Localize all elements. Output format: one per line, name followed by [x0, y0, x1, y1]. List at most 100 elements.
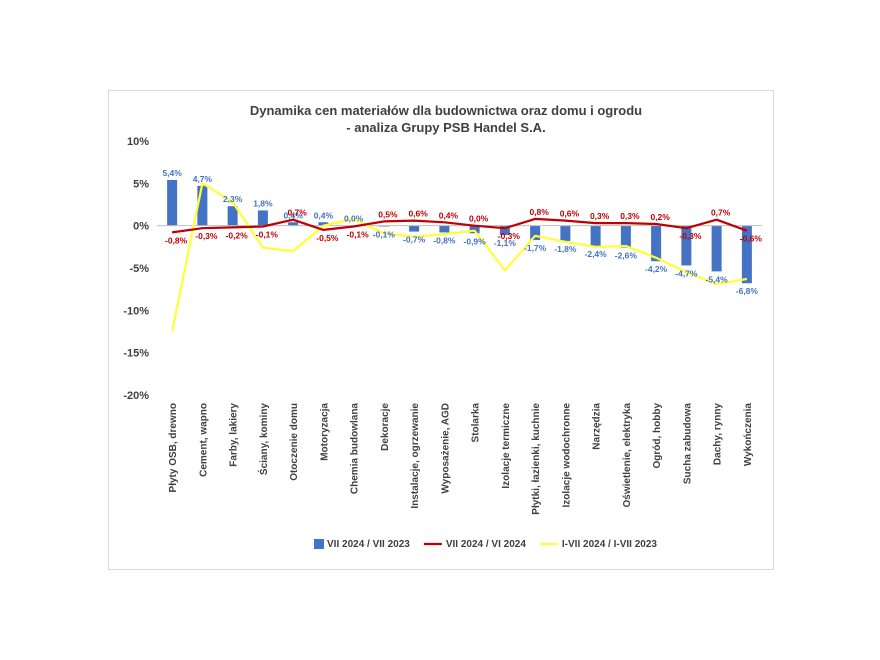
- bar-data-label: -1,1%: [494, 238, 517, 248]
- bar-series: [167, 179, 752, 284]
- legend-label: VII 2024 / VII 2023: [327, 539, 410, 550]
- line-data-label: -0,1%: [347, 230, 370, 240]
- line-data-label: 0,0%: [469, 214, 489, 224]
- bar-data-label: 0,4%: [314, 210, 334, 220]
- line-data-label: 0,6%: [408, 209, 428, 219]
- bar: [409, 225, 420, 232]
- line-data-label: -0,5%: [316, 233, 339, 243]
- x-tick-label: Motoryzacja: [319, 403, 330, 461]
- x-tick-label: Chemia budowlana: [350, 403, 361, 495]
- y-axis: 10% 5% 0% -5% -10% -15% -20%: [123, 136, 149, 402]
- line-data-label: 0,8%: [529, 207, 549, 217]
- bar: [651, 225, 662, 262]
- chart-svg: Dynamika cen materiałów dla budownictwa …: [123, 103, 762, 550]
- bar: [257, 210, 268, 226]
- bar-data-label: 0,0%: [344, 214, 364, 224]
- x-tick-label: Instalacje, ogrzewanie: [410, 403, 421, 509]
- legend-swatch: [314, 539, 324, 549]
- line-data-label: -0,3%: [679, 231, 702, 241]
- bar-data-label: -0,9%: [464, 236, 487, 246]
- x-tick-label: Wyposażenie, AGD: [440, 403, 451, 494]
- line-data-label: -0,3%: [195, 231, 218, 241]
- bar-data-label: 2,3%: [223, 194, 243, 204]
- y-tick-label: 0%: [133, 221, 149, 233]
- bar: [620, 225, 631, 248]
- line-series: [171, 182, 748, 332]
- line-data-label: -0,6%: [740, 234, 763, 244]
- y-tick-label: 10%: [127, 136, 149, 148]
- bar-data-label: -0,1%: [373, 230, 396, 240]
- y-tick-label: -20%: [123, 390, 149, 402]
- bar: [197, 185, 208, 226]
- bar-data-label: 5,4%: [162, 168, 182, 178]
- bar-data-label: -4,7%: [675, 268, 698, 278]
- bar-data-label: -0,7%: [403, 235, 426, 245]
- bar: [741, 225, 752, 284]
- x-tick-label: Cement, wapno: [198, 403, 209, 477]
- x-tick-label: Narzędzia: [592, 403, 603, 450]
- bar-data-label: -1,7%: [524, 243, 547, 253]
- chart-frame: Dynamika cen materiałów dla budownictwa …: [108, 90, 774, 570]
- bar: [227, 206, 238, 226]
- x-tick-label: Dachy, rynny: [713, 403, 724, 465]
- bar-data-label: -0,8%: [433, 235, 456, 245]
- legend-label: I-VII 2024 / I-VII 2023: [562, 539, 657, 550]
- line-data-label: 0,3%: [590, 211, 610, 221]
- bar: [530, 225, 541, 241]
- legend-label: VII 2024 / VI 2024: [446, 539, 526, 550]
- bar: [167, 179, 178, 226]
- x-tick-label: Stolarka: [471, 403, 482, 443]
- x-tick-label: Oświetlenie, elektryka: [622, 403, 633, 508]
- x-tick-label: Płyty OSB, drewno: [168, 403, 179, 492]
- bar: [681, 225, 692, 266]
- data-labels: 5,4% 4,7% 2,3% 1,8% 0,4% 0,4% 0,0% -0,1% -0,7% -0…: [162, 168, 762, 296]
- x-tick-label: Sucha zabudowa: [682, 403, 693, 485]
- line-data-label: 0,7%: [711, 208, 731, 218]
- x-tick-label: Wykończenia: [743, 403, 754, 467]
- bar: [439, 225, 450, 233]
- x-tick-label: Otoczenie domu: [289, 403, 300, 481]
- x-tick-label: Ściany, kominy: [257, 403, 270, 476]
- y-tick-label: 5%: [133, 178, 149, 190]
- line-data-label: 0,3%: [620, 211, 640, 221]
- bar-data-label: -5,4%: [706, 274, 729, 284]
- x-tick-label: Farby, lakiery: [229, 403, 240, 467]
- bar: [590, 225, 601, 246]
- bar-data-label: -4,2%: [645, 264, 668, 274]
- series-line: [171, 182, 748, 332]
- line-data-label: 0,7%: [287, 208, 307, 218]
- bar: [499, 225, 510, 235]
- y-tick-label: -5%: [129, 263, 149, 275]
- bar-data-label: -6,8%: [736, 286, 759, 296]
- bar-data-label: 1,8%: [253, 198, 273, 208]
- bar: [318, 222, 329, 226]
- line-data-label: 0,4%: [439, 210, 459, 220]
- bar: [288, 222, 299, 226]
- line-data-label: -0,8%: [165, 235, 188, 245]
- series-line: [171, 217, 748, 234]
- y-tick-label: -15%: [123, 348, 149, 360]
- x-tick-label: Izolacje termiczne: [501, 403, 512, 489]
- x-tick-label: Płytki, łazienki, kuchnie: [531, 403, 542, 515]
- bar: [560, 225, 571, 241]
- line-data-label: 0,5%: [378, 209, 398, 219]
- bar-data-label: -2,4%: [585, 249, 608, 259]
- chart-title-line-2: - analiza Grupy PSB Handel S.A.: [346, 120, 545, 135]
- y-tick-label: -10%: [123, 305, 149, 317]
- bar: [469, 225, 480, 234]
- bar-data-label: 0,4%: [283, 210, 303, 220]
- x-axis: Płyty OSB, drewno Cement, wapno Farby, lak…: [168, 403, 754, 515]
- bar-data-label: -1,8%: [554, 244, 577, 254]
- chart-title-line-1: Dynamika cen materiałów dla budownictwa …: [250, 103, 642, 118]
- line-data-label: -0,3%: [498, 231, 521, 241]
- bar-data-label: 4,7%: [193, 174, 213, 184]
- line-data-label: 0,2%: [650, 212, 670, 222]
- line-data-label: 0,6%: [560, 209, 580, 219]
- bar-data-label: -2,6%: [615, 251, 638, 261]
- x-tick-label: Ogród, hobby: [652, 403, 663, 469]
- x-tick-label: Izolacje wodochronne: [561, 403, 572, 508]
- line-data-label: -0,1%: [256, 230, 279, 240]
- line-data-label: -0,2%: [226, 230, 249, 240]
- legend: VII 2024 / VII 2023 VII 2024 / VI 2024 I-V…: [314, 539, 657, 550]
- x-tick-label: Dekoracje: [380, 403, 391, 451]
